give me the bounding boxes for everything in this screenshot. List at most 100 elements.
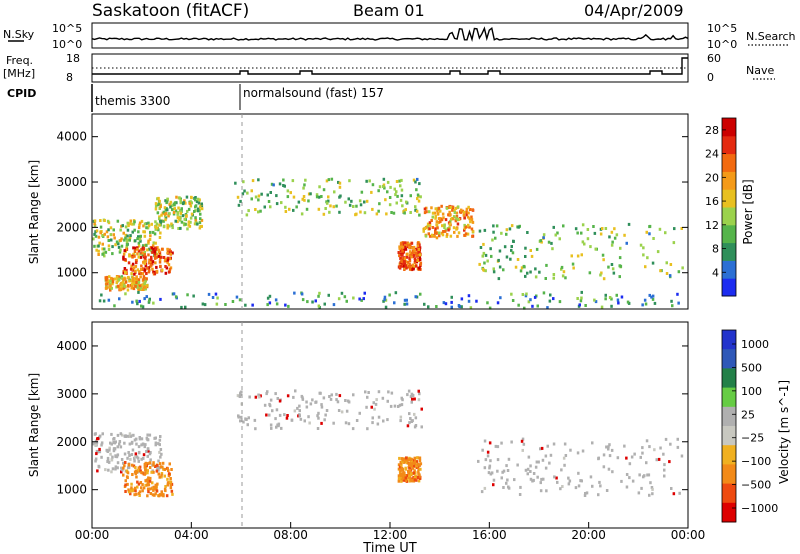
echo-cell [529,298,532,302]
echo-cell [402,460,406,464]
echo-cell [158,493,162,497]
sky-noise-panel: N.Sky 10^5 10^0 10^5 10^0 N.Search [3,22,796,51]
echo-cell [142,288,145,291]
echo-cell [395,201,398,205]
echo-cell [423,211,427,215]
echo-cell [138,221,142,225]
echo-cell [163,259,167,263]
echo-cell [466,215,470,219]
echo-cell [639,455,642,459]
echo-cell [138,494,141,497]
echo-cell [179,211,183,215]
echo-cell [162,210,166,214]
echo-cell [140,287,144,291]
echo-cell [144,255,147,259]
echo-cell [412,253,416,257]
echo-cell [275,302,279,306]
echo-cell [127,488,130,492]
echo-cell [167,469,170,473]
echo-cell [529,464,532,468]
echo-cell [490,254,493,258]
echo-cell [417,467,420,471]
echo-cell [572,266,575,270]
echo-cell [546,444,549,448]
echo-cell [410,400,413,404]
echo-cell [254,208,257,211]
echo-cell [317,294,320,298]
echo-cell [401,245,405,249]
echo-cell [478,262,481,266]
echo-cell [423,207,427,211]
echo-cell [402,264,406,268]
echo-cell [328,210,331,214]
echo-cell [593,298,596,302]
echo-cell [489,459,492,463]
echo-cell [99,219,102,222]
echo-cell [375,398,378,402]
echo-cell [130,453,134,456]
echo-cell [540,446,544,450]
echo-cell [138,465,142,469]
echo-cell [240,415,243,419]
echo-cell [435,220,439,224]
echo-cell [302,186,305,190]
echo-cell [532,478,535,482]
echo-cell [143,282,146,285]
echo-cell [610,243,614,247]
echo-cell [104,276,107,280]
echo-cell [140,304,143,308]
echo-cell [146,487,150,491]
echo-cell [126,471,130,475]
echo-cell [591,441,594,445]
echo-cell [150,222,153,226]
echo-cell [382,419,385,423]
echo-cell [215,302,219,306]
echo-cell [332,421,335,425]
echo-cell [651,294,655,298]
echo-cell [94,444,97,447]
echo-cell [135,277,138,281]
echo-cell [383,297,386,301]
echo-cell [266,296,270,300]
echo-cell [136,247,139,251]
echo-cell [114,243,117,247]
echo-cell [479,246,483,249]
echo-cell [644,265,647,269]
echo-cell [556,231,559,235]
cpid-segment-1: themis 3300 [95,94,170,108]
echo-cell [235,295,239,299]
echo-cell [386,399,389,403]
echo-cell [464,232,468,236]
echo-cell [409,194,412,198]
echo-cell [397,405,400,408]
echo-cell [463,223,466,227]
echo-cell [158,207,161,210]
echo-cell [418,477,422,480]
echo-cell [524,468,528,472]
echo-cell [178,196,181,200]
echo-cell [648,225,651,229]
echo-cell [117,275,120,279]
echo-cell [159,448,163,451]
echo-cell [119,432,123,436]
echo-cell [448,222,452,226]
echo-cell [670,487,673,490]
echo-cell [105,284,108,288]
echo-cell [98,434,102,438]
echo-cell [418,459,422,463]
echo-cell [146,447,150,451]
echo-cell [146,482,150,486]
echo-cell [303,198,306,202]
echo-cell [552,276,555,280]
echo-cell [134,246,137,250]
echo-cell [460,297,464,301]
echo-cell [460,305,463,309]
echo-cell [611,470,614,474]
echo-cell [189,220,192,224]
echo-cell [411,394,415,397]
echo-cell [305,207,309,211]
echo-cell [400,260,403,264]
echo-cell [198,205,202,209]
echo-cell [559,487,562,491]
